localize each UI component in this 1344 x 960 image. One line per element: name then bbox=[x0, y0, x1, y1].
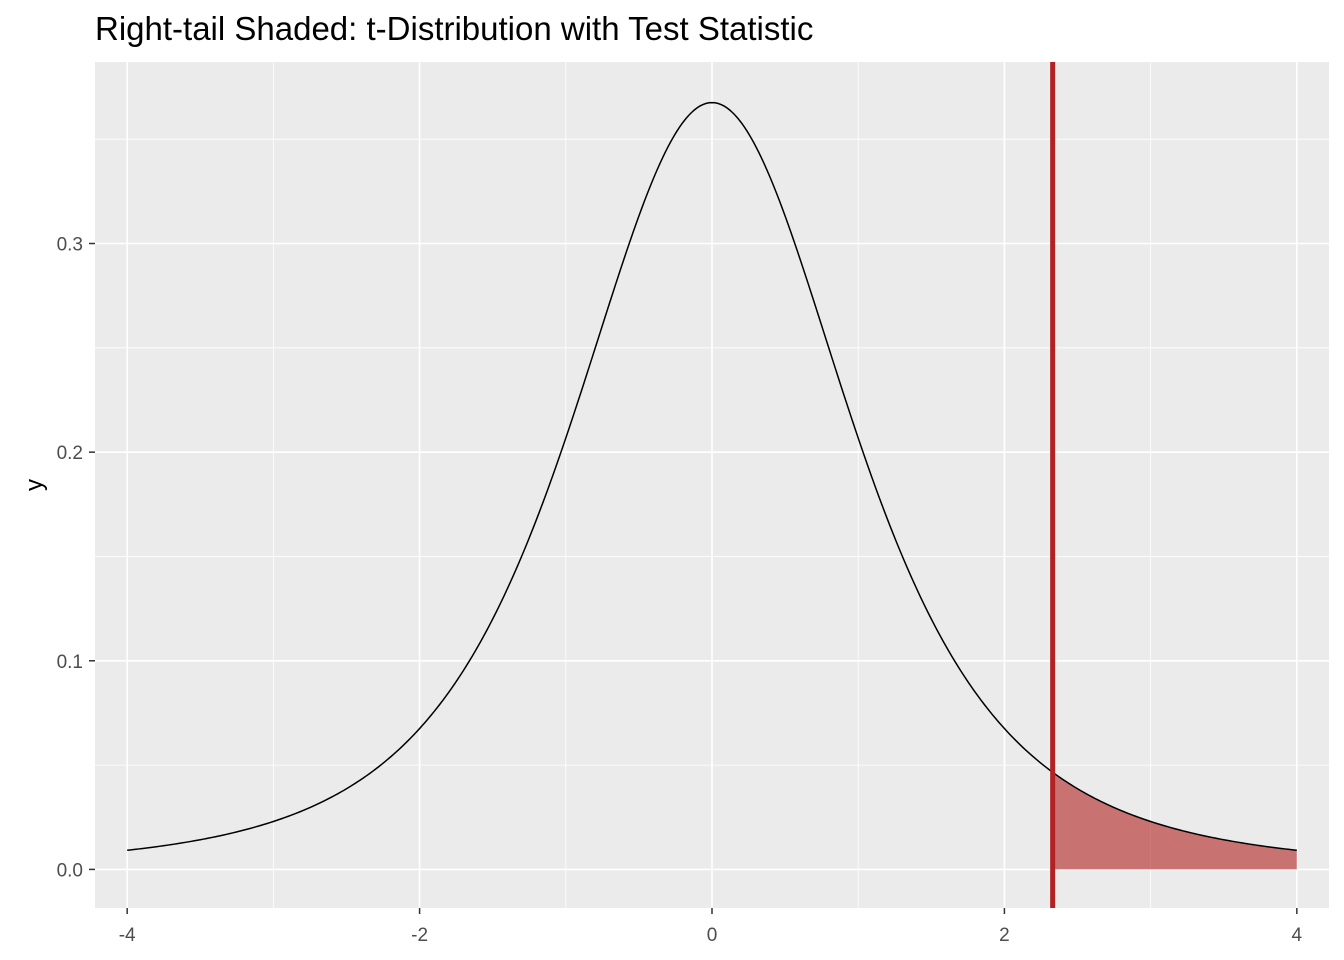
x-axis: -4 -2 0 2 4 bbox=[119, 908, 1303, 946]
y-axis: 0.0 0.1 0.2 0.3 bbox=[57, 235, 95, 881]
chart-title: Right-tail Shaded: t-Distribution with T… bbox=[95, 10, 814, 47]
right-tail-shaded-area bbox=[1052, 772, 1297, 870]
x-tick-label: -4 bbox=[119, 925, 136, 946]
x-tick-label: -2 bbox=[411, 925, 428, 946]
y-tick-label: 0.1 bbox=[57, 652, 83, 673]
y-tick-label: 0.0 bbox=[57, 860, 83, 881]
x-tick-label: 2 bbox=[999, 925, 1010, 946]
y-tick-label: 0.2 bbox=[57, 443, 83, 464]
x-tick-label: 4 bbox=[1292, 925, 1303, 946]
major-gridlines bbox=[95, 62, 1329, 908]
y-tick-label: 0.3 bbox=[57, 235, 83, 256]
y-axis-title: y bbox=[21, 479, 48, 491]
density-curve bbox=[127, 101, 1297, 852]
x-tick-label: 0 bbox=[707, 925, 718, 946]
